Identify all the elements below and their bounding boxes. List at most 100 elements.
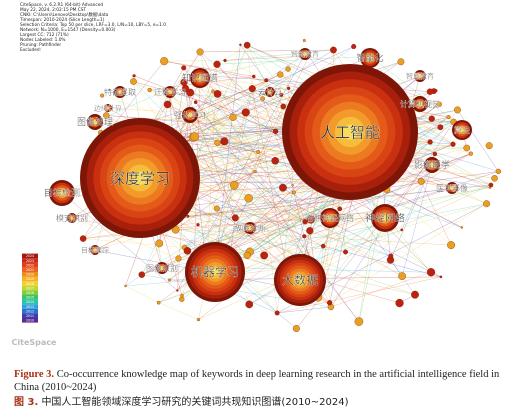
edge bbox=[247, 187, 453, 256]
edge bbox=[323, 245, 441, 278]
small-node bbox=[302, 38, 306, 42]
small-node bbox=[213, 60, 221, 68]
edge bbox=[198, 236, 305, 320]
edge bbox=[401, 164, 433, 277]
small-node bbox=[271, 157, 279, 165]
small-node bbox=[463, 144, 471, 152]
header-line: CNKI: C:\Users\Lenovo\Desktop\数据\data bbox=[20, 11, 109, 18]
small-node bbox=[243, 251, 251, 259]
edge bbox=[199, 53, 306, 79]
edge bbox=[167, 228, 452, 246]
edge bbox=[200, 49, 334, 53]
legend-swatch bbox=[22, 308, 38, 314]
small-node bbox=[130, 78, 137, 85]
edge bbox=[192, 64, 218, 138]
legend-swatch bbox=[22, 272, 38, 277]
small-node bbox=[196, 223, 200, 227]
small-node bbox=[437, 124, 444, 131]
keyword-node: 图像识别 bbox=[146, 262, 178, 274]
small-node bbox=[447, 241, 456, 250]
node-label: 特征提取 bbox=[104, 87, 136, 97]
small-node bbox=[253, 169, 257, 174]
header-line: Excluded: bbox=[20, 47, 41, 53]
node-ring bbox=[106, 106, 110, 110]
small-node bbox=[488, 186, 492, 189]
header-line: Pruning: Pathfinder bbox=[20, 42, 61, 48]
small-node bbox=[252, 74, 256, 79]
small-node bbox=[343, 249, 348, 255]
small-node bbox=[439, 275, 443, 279]
legend-year: 2021 bbox=[26, 268, 34, 272]
edge bbox=[187, 184, 491, 217]
small-node bbox=[400, 228, 404, 232]
small-node bbox=[280, 103, 287, 110]
legend-year: 2011 bbox=[26, 314, 34, 318]
edge bbox=[217, 46, 354, 144]
edge bbox=[129, 224, 400, 304]
keyword-node: 计算机视觉 bbox=[400, 96, 440, 112]
edge bbox=[318, 109, 458, 298]
small-node bbox=[426, 268, 436, 277]
edge bbox=[183, 67, 316, 265]
small-node bbox=[180, 293, 184, 298]
edge bbox=[158, 302, 199, 320]
edge bbox=[104, 61, 165, 136]
small-node bbox=[230, 181, 239, 190]
small-node bbox=[193, 100, 198, 105]
edge bbox=[420, 181, 452, 246]
node-label: 图像识别 bbox=[146, 263, 178, 273]
legend-swatch bbox=[22, 299, 38, 305]
small-node bbox=[138, 271, 146, 278]
small-node bbox=[330, 46, 337, 54]
keyword-node: 医学影像 bbox=[436, 182, 468, 194]
node-ring bbox=[118, 90, 122, 94]
caption-text: 中国人工智能领域深度学习研究的关键词共现知识图谱(2010~2024) bbox=[41, 397, 349, 408]
edge bbox=[125, 285, 159, 303]
legend-swatch bbox=[22, 267, 38, 272]
caption-en: Figure 3. Co-occurrence knowledge map of… bbox=[14, 368, 519, 394]
keyword-node: 人工智能 bbox=[282, 64, 418, 200]
keyword-node: 智能化 bbox=[356, 48, 384, 68]
node-ring bbox=[268, 90, 272, 94]
small-node bbox=[292, 325, 300, 332]
small-node bbox=[291, 184, 294, 187]
header-line: CiteSpace, v. 6.2.R1 (64-bit) Advanced bbox=[20, 2, 103, 8]
edge bbox=[277, 306, 331, 314]
legend-year: 2012 bbox=[26, 309, 34, 313]
small-node bbox=[243, 41, 251, 49]
small-node bbox=[103, 112, 110, 119]
node-ring bbox=[70, 216, 74, 220]
edge bbox=[249, 187, 284, 229]
node-ring bbox=[198, 76, 202, 80]
keyword-node: 边缘计算 bbox=[94, 103, 122, 112]
small-node bbox=[179, 296, 185, 302]
caption-label: 图 3. bbox=[14, 397, 39, 408]
edge bbox=[214, 44, 241, 273]
keyword-node: 影像医学 bbox=[414, 157, 450, 173]
keyword-node: 目标跟踪 bbox=[81, 245, 109, 255]
small-node bbox=[272, 128, 279, 135]
keyword-node: 神经网络 bbox=[365, 204, 405, 232]
small-node bbox=[196, 317, 201, 322]
small-node bbox=[488, 182, 494, 188]
edge bbox=[252, 88, 289, 281]
small-node bbox=[79, 235, 87, 242]
small-node bbox=[175, 255, 182, 262]
keyword-node: 目标检测 bbox=[44, 180, 80, 206]
caption-zh: 图 3. 中国人工智能领域深度学习研究的关键词共现知识图谱(2010~2024) bbox=[14, 396, 519, 409]
small-node bbox=[156, 300, 161, 305]
small-node bbox=[279, 92, 284, 97]
legend-year: 2023 bbox=[26, 259, 34, 263]
header-line: Selection Criteria: Top 50 per slice, LR… bbox=[20, 22, 166, 28]
small-node bbox=[417, 177, 425, 185]
small-node bbox=[211, 89, 215, 93]
edge bbox=[225, 49, 334, 61]
node-ring bbox=[417, 101, 423, 107]
node-label: 深度学习 bbox=[110, 169, 170, 187]
small-node bbox=[248, 85, 256, 93]
keyword-node: 图像处理 bbox=[77, 114, 113, 130]
node-ring bbox=[168, 90, 172, 94]
small-node bbox=[163, 100, 172, 109]
